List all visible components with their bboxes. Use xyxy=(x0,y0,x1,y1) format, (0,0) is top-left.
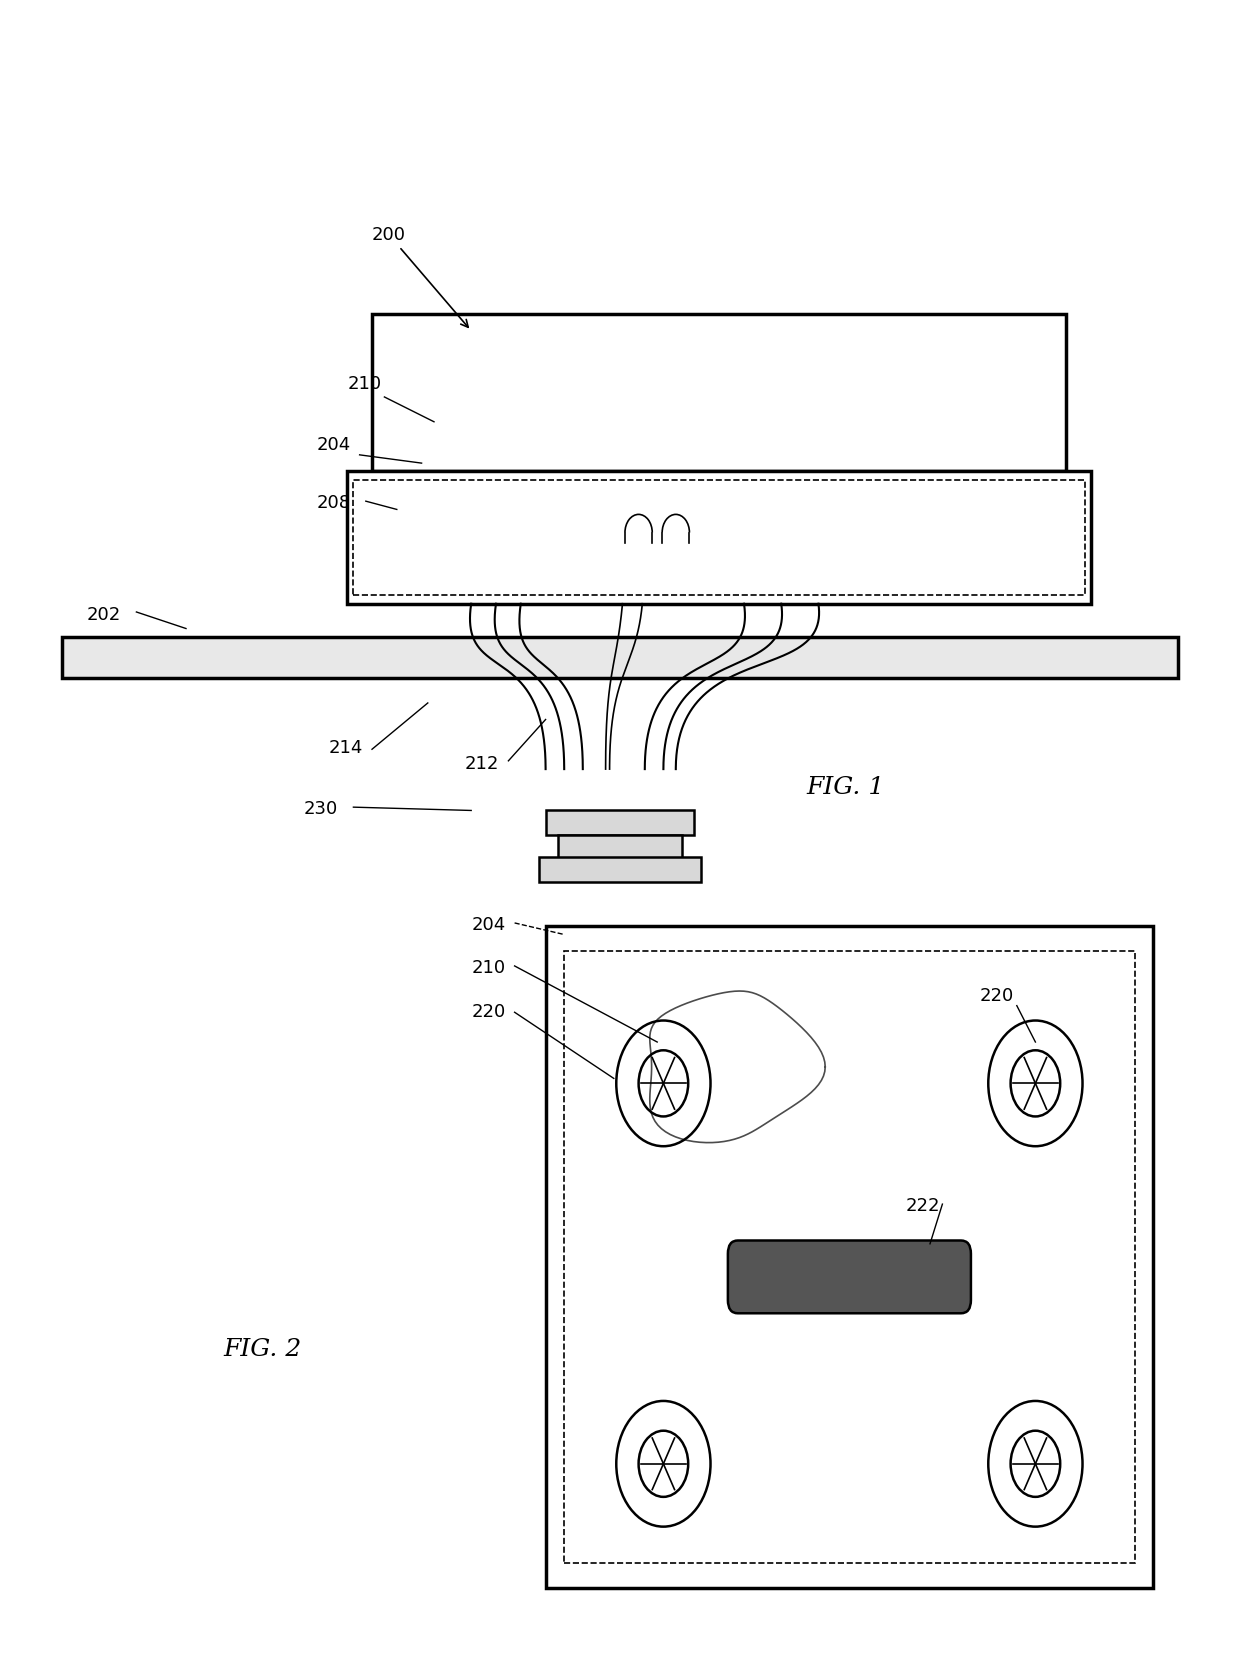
Text: 200: 200 xyxy=(372,227,469,327)
Text: FIG. 1: FIG. 1 xyxy=(806,776,884,799)
Bar xyxy=(546,926,1153,1588)
Text: 220: 220 xyxy=(980,987,1014,1004)
Text: 214: 214 xyxy=(329,739,363,756)
Bar xyxy=(353,480,1085,595)
Bar xyxy=(564,951,1135,1563)
Text: 204: 204 xyxy=(471,916,506,933)
Bar xyxy=(546,810,694,835)
Text: 230: 230 xyxy=(304,801,339,817)
Text: 202: 202 xyxy=(87,607,122,624)
Bar xyxy=(558,835,682,860)
Text: 212: 212 xyxy=(465,756,500,772)
Text: 204: 204 xyxy=(316,437,351,453)
Text: 220: 220 xyxy=(471,1004,506,1021)
Bar xyxy=(372,314,1066,471)
Bar xyxy=(347,471,1091,604)
Text: 210: 210 xyxy=(347,375,382,392)
Text: 210: 210 xyxy=(471,959,506,976)
Bar xyxy=(539,857,701,882)
Text: 208: 208 xyxy=(316,495,351,511)
Text: FIG. 2: FIG. 2 xyxy=(223,1338,301,1361)
FancyBboxPatch shape xyxy=(728,1240,971,1313)
Bar xyxy=(62,637,1178,678)
Text: 222: 222 xyxy=(905,1197,940,1214)
